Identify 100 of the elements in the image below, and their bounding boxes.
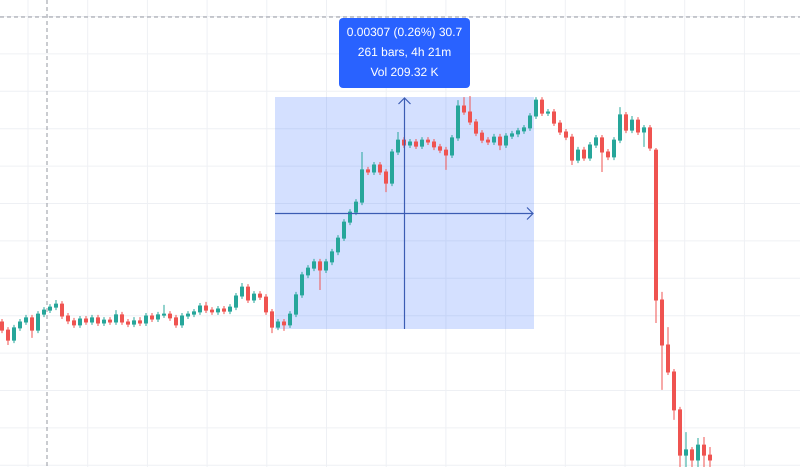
candlestick [324,258,328,274]
candlestick [354,198,358,216]
candlestick [276,318,280,331]
candlestick [150,312,154,322]
candlestick [306,264,310,279]
candlestick [672,368,676,420]
candlestick [96,314,100,327]
candlestick [24,314,28,326]
candlestick [108,316,112,326]
candlestick [624,111,628,134]
text: 261 bars, 4h 21m [358,45,452,59]
candlestick [84,316,88,326]
candlestick [528,112,532,132]
candlestick [36,310,40,334]
candlestick [120,311,124,326]
candlestick [294,291,298,318]
candlestick [510,130,514,140]
candlestick [384,168,388,193]
candlestick [504,132,508,148]
candlestick [468,96,472,126]
candlestick [426,136,430,146]
candlestick [330,248,334,266]
candlestick [0,318,4,334]
candlestick [540,96,544,117]
candlestick [576,146,580,164]
candlestick [30,314,34,338]
candlestick [480,130,484,144]
candlestick [462,96,466,116]
candlestick [606,148,610,161]
candlestick [192,308,196,318]
candlestick [18,318,22,332]
candlestick [564,128,568,141]
candlestick [222,305,226,315]
candlestick [168,310,172,322]
candlestick [360,152,364,206]
candlestick [12,324,16,344]
candlestick [612,136,616,161]
candlestick [558,120,562,136]
candlestick [450,134,454,158]
candlestick [336,234,340,256]
candlestick [678,406,682,467]
candlestick [378,162,382,176]
candlestick [414,138,418,150]
candlestick [102,316,106,327]
candlestick [180,312,184,328]
candlestick [546,108,550,117]
candlestick [486,136,490,146]
candlestick [432,138,436,151]
candlestick [630,116,634,134]
candlestick [198,302,202,316]
candlestick [498,133,502,151]
candlestick [246,284,250,304]
candlestick [648,124,652,152]
candlestick [318,258,322,291]
candlestick [78,316,82,328]
candlestick [372,162,376,176]
candlestick [636,116,640,136]
candlestick [204,301,208,314]
candlestick [600,134,604,173]
candlestick [132,316,136,328]
candlestick [162,304,166,318]
candlestick [420,136,424,150]
candlestick [270,308,274,334]
candlestick [456,100,460,142]
candlestick [72,317,76,328]
candlestick [408,138,412,148]
candlestick [258,290,262,301]
candlestick [642,124,646,148]
candlestick [252,290,256,304]
candlestick [342,218,346,242]
candlestick [696,438,700,467]
candlestick [708,446,712,467]
candlestick [702,436,706,467]
candlestick [588,142,592,162]
candlestick [60,300,64,320]
candlestick [516,127,520,138]
candlestick [522,124,526,134]
candlestick [570,133,574,166]
candlestick [666,326,670,376]
text: 0.00307 (0.26%) 30.7 [346,25,463,39]
candlestick [594,134,598,148]
candlestick [366,166,370,176]
candlestick [690,446,694,467]
candlestick [348,208,352,226]
candlestick [396,131,400,156]
candlestick [240,282,244,300]
candlestick [444,146,448,170]
candlestick [264,294,268,316]
candlestick [300,271,304,298]
candlestick [54,300,58,311]
candlestick [114,310,118,326]
candlestick [66,312,70,325]
text: Vol 209.32 K [370,65,439,79]
candlestick [186,310,190,320]
candlestick [210,306,214,316]
candlestick [156,311,160,322]
candlestick [654,147,658,324]
candlestick [618,106,622,144]
candlestick [42,306,46,318]
candlestick [48,304,52,314]
